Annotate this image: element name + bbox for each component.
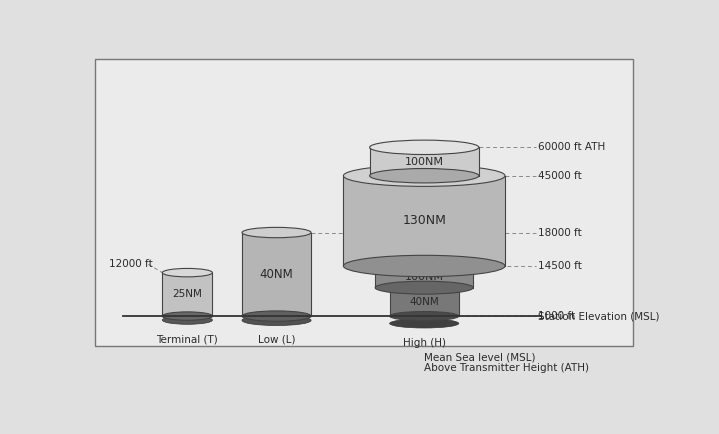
Text: High (H): High (H) bbox=[403, 338, 446, 348]
Bar bbox=[242, 233, 311, 316]
Text: 1000 ft: 1000 ft bbox=[539, 311, 576, 321]
Text: 100NM: 100NM bbox=[405, 157, 444, 167]
Ellipse shape bbox=[242, 227, 311, 238]
Ellipse shape bbox=[162, 312, 213, 320]
Text: 130NM: 130NM bbox=[402, 214, 446, 227]
Ellipse shape bbox=[390, 312, 459, 321]
Text: Terminal (T): Terminal (T) bbox=[157, 335, 219, 345]
Text: 14500 ft: 14500 ft bbox=[539, 261, 582, 271]
Bar bbox=[375, 266, 473, 288]
Text: 25NM: 25NM bbox=[173, 289, 202, 299]
Text: 40NM: 40NM bbox=[409, 297, 439, 307]
Ellipse shape bbox=[390, 283, 459, 292]
Bar bbox=[390, 288, 459, 316]
Ellipse shape bbox=[375, 281, 473, 294]
Ellipse shape bbox=[390, 319, 459, 328]
Bar bbox=[344, 176, 505, 266]
Ellipse shape bbox=[344, 165, 505, 186]
Text: Above Transmitter Height (ATH): Above Transmitter Height (ATH) bbox=[424, 363, 589, 373]
Bar bbox=[162, 273, 213, 316]
Ellipse shape bbox=[242, 311, 311, 321]
Ellipse shape bbox=[370, 140, 479, 155]
Text: 100NM: 100NM bbox=[405, 272, 444, 282]
Ellipse shape bbox=[242, 315, 311, 326]
Text: 18000 ft: 18000 ft bbox=[539, 227, 582, 237]
Text: 40NM: 40NM bbox=[260, 268, 293, 281]
Text: Mean Sea level (MSL): Mean Sea level (MSL) bbox=[424, 353, 536, 363]
Ellipse shape bbox=[162, 316, 213, 324]
Ellipse shape bbox=[344, 255, 505, 276]
Text: 45000 ft: 45000 ft bbox=[539, 171, 582, 181]
FancyBboxPatch shape bbox=[96, 59, 633, 346]
Text: Low (L): Low (L) bbox=[258, 335, 296, 345]
Ellipse shape bbox=[162, 268, 213, 277]
Text: 12000 ft: 12000 ft bbox=[109, 259, 153, 269]
Text: 60000 ft ATH: 60000 ft ATH bbox=[539, 142, 605, 152]
Text: Station Elevation (MSL): Station Elevation (MSL) bbox=[539, 311, 660, 321]
Ellipse shape bbox=[370, 168, 479, 183]
Bar bbox=[370, 147, 479, 176]
Ellipse shape bbox=[375, 260, 473, 273]
